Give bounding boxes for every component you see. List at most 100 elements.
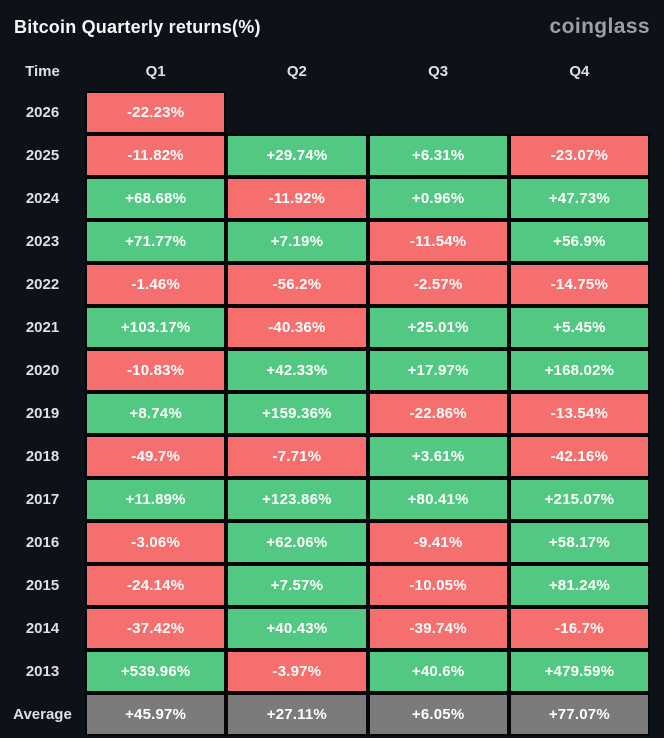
value-cell: -11.54%	[367, 220, 509, 263]
coinglass-logo: coinglass	[549, 15, 650, 38]
value-cell: -49.7%	[85, 435, 227, 478]
value-cell: +215.07%	[508, 478, 650, 521]
row-label: 2019	[25, 405, 60, 422]
quarterly-returns-table: Time Q1 Q2 Q3 Q4 2026 -22.23% 2025 -11.82% +…	[0, 53, 650, 736]
value-cell: -10.05%	[367, 564, 509, 607]
column-header-time: Time	[25, 62, 60, 80]
value-cell: +29.74%	[226, 134, 368, 177]
row-label: 2024	[25, 190, 60, 207]
value-cell	[226, 91, 367, 134]
value-cell: +7.19%	[226, 220, 368, 263]
value-cell: +6.05%	[367, 693, 509, 736]
value-cell: -22.86%	[367, 392, 509, 435]
row-label: 2013	[25, 663, 60, 680]
row-label: 2017	[25, 491, 60, 508]
table-row: 2019 +8.74% +159.36% -22.86% -13.54%	[0, 392, 650, 435]
row-label: 2022	[25, 276, 60, 293]
value-cell: -11.92%	[226, 177, 368, 220]
value-cell: +11.89%	[85, 478, 227, 521]
value-cell: +159.36%	[226, 392, 368, 435]
value-cell: +71.77%	[85, 220, 227, 263]
value-cell: -16.7%	[508, 607, 650, 650]
column-header-q2: Q2	[286, 62, 307, 80]
value-cell: -10.83%	[85, 349, 227, 392]
table-row: 2024 +68.68% -11.92% +0.96% +47.73%	[0, 177, 650, 220]
table-row: 2017 +11.89% +123.86% +80.41% +215.07%	[0, 478, 650, 521]
average-row: Average +45.97% +27.11% +6.05% +77.07%	[0, 693, 650, 736]
value-cell: +17.97%	[367, 349, 509, 392]
value-cell: +103.17%	[85, 306, 227, 349]
table-row: 2015 -24.14% +7.57% -10.05% +81.24%	[0, 564, 650, 607]
value-cell: +80.41%	[367, 478, 509, 521]
value-cell: -2.57%	[367, 263, 509, 306]
value-cell: -39.74%	[367, 607, 509, 650]
value-cell: +58.17%	[508, 521, 650, 564]
value-cell: -1.46%	[85, 263, 227, 306]
value-cell: +62.06%	[226, 521, 368, 564]
value-cell: +42.33%	[226, 349, 368, 392]
table-row: 2018 -49.7% -7.71% +3.61% -42.16%	[0, 435, 650, 478]
value-cell: -56.2%	[226, 263, 368, 306]
value-cell: +6.31%	[367, 134, 509, 177]
table-row: 2023 +71.77% +7.19% -11.54% +56.9%	[0, 220, 650, 263]
value-cell: -22.23%	[85, 91, 227, 134]
value-cell: -23.07%	[508, 134, 650, 177]
row-label: 2014	[25, 620, 60, 637]
value-cell: -11.82%	[85, 134, 227, 177]
value-cell: -7.71%	[226, 435, 368, 478]
table-row: 2016 -3.06% +62.06% -9.41% +58.17%	[0, 521, 650, 564]
value-cell: +8.74%	[85, 392, 227, 435]
value-cell: +77.07%	[508, 693, 650, 736]
value-cell: +68.68%	[85, 177, 227, 220]
table-row: 2020 -10.83% +42.33% +17.97% +168.02%	[0, 349, 650, 392]
table-row: 2026 -22.23%	[0, 91, 650, 134]
value-cell: -40.36%	[226, 306, 368, 349]
column-header-q3: Q3	[428, 62, 449, 80]
header-bar: Bitcoin Quarterly returns(%) coinglass	[0, 0, 664, 44]
row-label: 2020	[25, 362, 60, 379]
row-label: 2026	[25, 104, 60, 121]
column-header-q1: Q1	[145, 62, 166, 80]
column-header-q4: Q4	[569, 62, 590, 80]
value-cell: +81.24%	[508, 564, 650, 607]
value-cell: +56.9%	[508, 220, 650, 263]
row-label: 2025	[25, 147, 60, 164]
value-cell: +479.59%	[508, 650, 650, 693]
value-cell: +7.57%	[226, 564, 368, 607]
table-row: 2025 -11.82% +29.74% +6.31% -23.07%	[0, 134, 650, 177]
table-header-row: Time Q1 Q2 Q3 Q4	[0, 53, 650, 89]
table-row: 2022 -1.46% -56.2% -2.57% -14.75%	[0, 263, 650, 306]
value-cell	[509, 91, 650, 134]
value-cell: -14.75%	[508, 263, 650, 306]
value-cell: -42.16%	[508, 435, 650, 478]
value-cell: -3.97%	[226, 650, 368, 693]
row-label: Average	[13, 706, 72, 723]
row-label: 2018	[25, 448, 60, 465]
value-cell: -3.06%	[85, 521, 227, 564]
row-label: 2016	[25, 534, 60, 551]
row-label: 2021	[25, 319, 60, 336]
value-cell: +123.86%	[226, 478, 368, 521]
row-label: 2023	[25, 233, 60, 250]
value-cell: +27.11%	[226, 693, 368, 736]
table-body: 2026 -22.23% 2025 -11.82% +29.74% +6.31% -23.0…	[0, 91, 650, 736]
page-title: Bitcoin Quarterly returns(%)	[14, 16, 261, 37]
value-cell: +40.43%	[226, 607, 368, 650]
value-cell: +40.6%	[367, 650, 509, 693]
value-cell	[368, 91, 509, 134]
value-cell: +5.45%	[508, 306, 650, 349]
value-cell: +47.73%	[508, 177, 650, 220]
value-cell: -9.41%	[367, 521, 509, 564]
value-cell: +25.01%	[367, 306, 509, 349]
value-cell: -37.42%	[85, 607, 227, 650]
table-row: 2021 +103.17% -40.36% +25.01% +5.45%	[0, 306, 650, 349]
value-cell: +539.96%	[85, 650, 227, 693]
value-cell: -24.14%	[85, 564, 227, 607]
value-cell: -13.54%	[508, 392, 650, 435]
value-cell: +168.02%	[508, 349, 650, 392]
table-row: 2013 +539.96% -3.97% +40.6% +479.59%	[0, 650, 650, 693]
value-cell: +3.61%	[367, 435, 509, 478]
value-cell: +0.96%	[367, 177, 509, 220]
table-row: 2014 -37.42% +40.43% -39.74% -16.7%	[0, 607, 650, 650]
value-cell: +45.97%	[85, 693, 227, 736]
